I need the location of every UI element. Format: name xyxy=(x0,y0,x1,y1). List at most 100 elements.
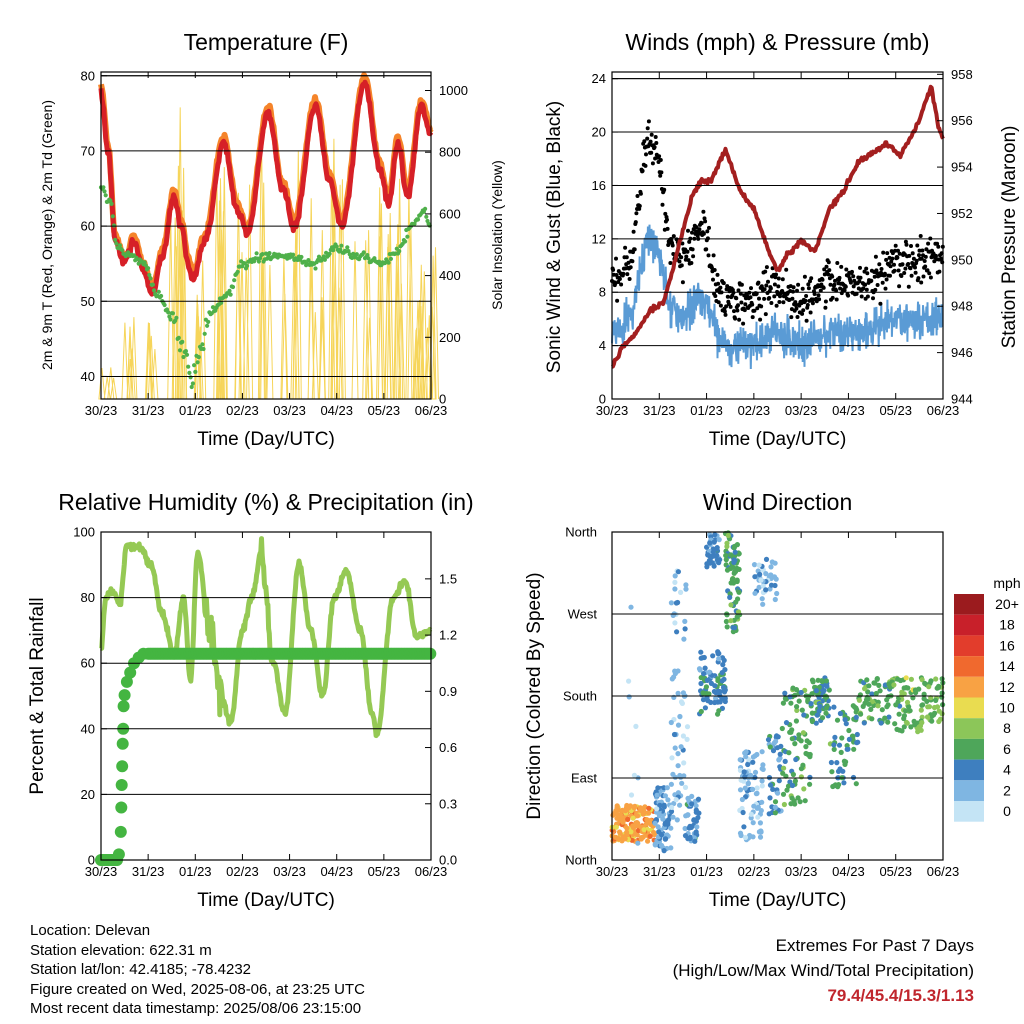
gust-point xyxy=(869,278,874,283)
rh-title: Relative Humidity (%) & Precipitation (i… xyxy=(58,489,473,515)
direction-point xyxy=(664,785,670,791)
direction-point xyxy=(773,576,779,582)
gust-point xyxy=(767,296,772,300)
dewpoint-point xyxy=(183,349,188,354)
gust-point xyxy=(851,284,856,289)
direction-point xyxy=(766,811,772,817)
direction-point xyxy=(754,790,760,797)
direction-point xyxy=(757,834,764,840)
direction-point xyxy=(680,733,687,739)
gust-point xyxy=(668,261,673,265)
direction-point xyxy=(732,549,738,555)
gust-point xyxy=(645,126,650,131)
direction-point xyxy=(689,793,695,800)
direction-point xyxy=(864,677,870,683)
gust-point xyxy=(630,259,635,264)
direction-point xyxy=(814,712,820,718)
direction-point xyxy=(628,829,634,835)
direction-point xyxy=(695,796,702,802)
wind-ytick-label: 12 xyxy=(592,231,606,246)
direction-point xyxy=(807,751,813,758)
direction-point xyxy=(677,802,683,808)
gust-point xyxy=(706,253,711,258)
gust-point xyxy=(896,248,900,253)
direction-point xyxy=(675,763,681,769)
gust-point xyxy=(731,290,736,295)
direction-point xyxy=(832,734,838,741)
direction-point xyxy=(668,719,674,726)
gust-point xyxy=(923,264,928,269)
direction-point xyxy=(704,561,710,567)
gust-point xyxy=(768,286,773,291)
dir-xtick-label: 03/23 xyxy=(785,864,818,879)
direction-point xyxy=(777,755,783,761)
direction-point xyxy=(720,684,727,691)
direction-point xyxy=(760,583,766,589)
gust-point xyxy=(893,248,898,253)
gust-point xyxy=(794,306,799,311)
direction-point xyxy=(878,720,884,726)
gust-point xyxy=(820,277,825,282)
gust-point xyxy=(791,289,795,294)
wind-ytick-label: 24 xyxy=(592,71,606,86)
direction-point xyxy=(816,708,822,714)
gust-point xyxy=(739,300,744,305)
direction-point xyxy=(698,649,704,655)
gust-point xyxy=(789,315,794,320)
direction-point xyxy=(671,731,678,738)
direction-point xyxy=(682,825,688,832)
wind-y-axis-label: Sonic Wind & Gust (Blue, Black) xyxy=(544,101,565,373)
gust-point xyxy=(697,227,702,232)
direction-point xyxy=(704,677,710,684)
direction-point xyxy=(904,720,910,726)
rh-xtick-label: 06/23 xyxy=(415,864,448,879)
direction-point xyxy=(705,552,711,558)
rh-y2tick-label: 0.6 xyxy=(439,740,457,755)
gust-point xyxy=(796,282,801,287)
gust-point xyxy=(872,274,877,279)
precip-point xyxy=(114,825,127,838)
gust-point xyxy=(864,287,869,292)
direction-point xyxy=(670,814,676,820)
temp-ytick-label: 50 xyxy=(81,294,95,309)
gust-point xyxy=(897,251,902,256)
gust-point xyxy=(918,234,923,238)
direction-point xyxy=(634,832,640,838)
dewpoint-point xyxy=(354,252,359,257)
dewpoint-point xyxy=(196,355,201,360)
direction-point xyxy=(700,690,706,696)
direction-point xyxy=(702,665,708,671)
gust-point xyxy=(699,221,704,226)
direction-point xyxy=(745,761,751,768)
gust-point xyxy=(865,271,870,276)
dewpoint-point xyxy=(142,260,147,265)
direction-point xyxy=(774,733,780,739)
direction-point xyxy=(795,795,801,801)
direction-point xyxy=(874,676,880,682)
direction-point xyxy=(834,760,840,766)
dewpoint-point xyxy=(254,251,259,256)
direction-point xyxy=(681,636,687,642)
direction-point xyxy=(759,799,765,805)
dewpoint-point xyxy=(306,258,311,263)
temp-xtick-label: 05/23 xyxy=(368,403,401,418)
direction-point xyxy=(789,782,796,789)
direction-point xyxy=(731,545,737,551)
direction-point xyxy=(675,690,681,697)
gust-point xyxy=(725,284,730,289)
rh-y2tick-label: 1.5 xyxy=(439,571,457,586)
direction-point xyxy=(858,711,864,717)
gust-point xyxy=(616,280,621,284)
direction-point xyxy=(754,785,760,791)
direction-point xyxy=(842,717,848,723)
direction-point xyxy=(723,552,729,559)
dewpoint-point xyxy=(230,284,236,290)
direction-point xyxy=(796,736,802,742)
direction-point xyxy=(674,817,680,823)
gust-point xyxy=(709,265,714,270)
speed-legend-label: 12 xyxy=(999,679,1015,695)
direction-point xyxy=(810,679,816,685)
direction-point xyxy=(739,805,745,812)
gust-point xyxy=(671,234,676,239)
direction-point xyxy=(734,578,740,585)
